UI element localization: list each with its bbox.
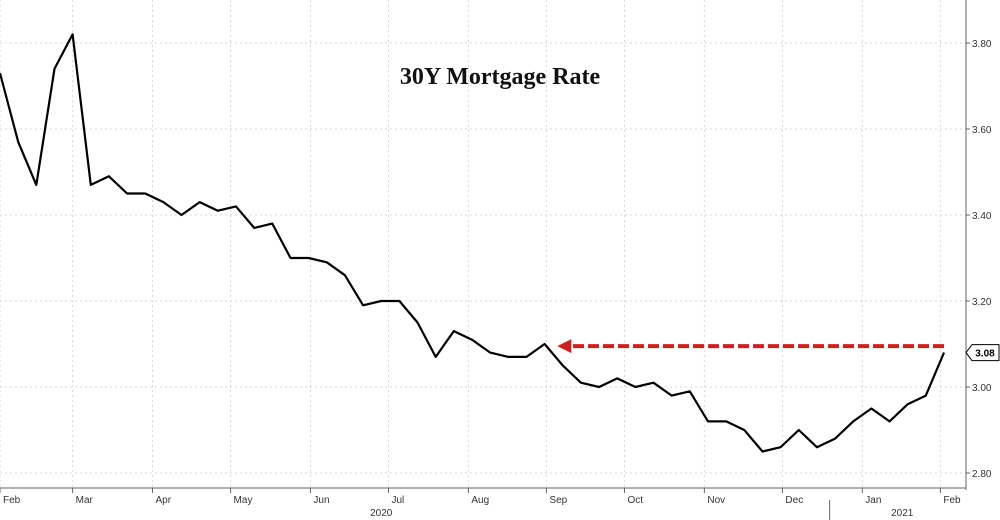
year-label: 2020 [370, 508, 393, 519]
x-tick-label: Dec [785, 495, 803, 506]
x-tick-label: Feb [943, 495, 961, 506]
series-layer [0, 33, 946, 453]
current-value-label: 3.08 [975, 349, 995, 360]
y-tick-label: 3.40 [972, 211, 992, 222]
y-tick-label: 3.60 [972, 125, 992, 136]
current-value-callout [965, 344, 1000, 362]
grid [0, 0, 966, 488]
axes [0, 0, 970, 520]
x-tick-label: Jul [391, 495, 404, 506]
y-tick-label: 3.00 [972, 383, 992, 394]
x-tick-label: Oct [627, 495, 643, 506]
x-tick-label: Sep [549, 495, 567, 506]
x-tick-label: Aug [471, 495, 489, 506]
y-tick-label: 3.80 [972, 39, 992, 50]
series-line [0, 33, 946, 453]
x-tick-label: Mar [76, 495, 94, 506]
x-tick-label: Feb [3, 495, 21, 506]
labels: 2.80 3.00 3.20 3.40 3.60 3.80 Feb Mar Apr May Jun J… [3, 39, 1000, 519]
year-label: 2021 [891, 508, 914, 519]
x-tick-label: May [234, 495, 253, 506]
chart-title: 30Y Mortgage Rate [400, 64, 601, 90]
x-tick-label: Apr [155, 495, 171, 506]
y-tick-label: 2.80 [972, 469, 992, 480]
x-tick-label: Jun [313, 495, 329, 506]
x-tick-label: Jan [865, 495, 881, 506]
arrow-annotation [557, 339, 944, 354]
arrow-head [557, 339, 572, 354]
y-tick-label: 3.20 [972, 297, 992, 308]
x-tick-label: Nov [707, 495, 725, 506]
